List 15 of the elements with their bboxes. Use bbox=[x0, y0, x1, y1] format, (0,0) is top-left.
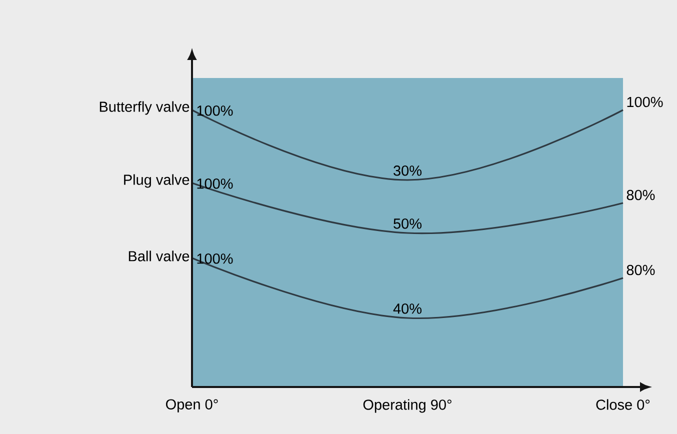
data-label: 50% bbox=[394, 218, 422, 229]
category-label: Close 0° bbox=[596, 399, 650, 410]
data-label: 80% bbox=[626, 264, 655, 276]
data-label: 100% bbox=[627, 96, 663, 108]
text: Ball valve bbox=[128, 250, 190, 262]
category-label: Open 0° bbox=[166, 399, 218, 412]
data-label: 100% bbox=[197, 254, 233, 264]
data-label: 80% bbox=[626, 190, 655, 200]
category-label: Operating 90° bbox=[363, 399, 452, 413]
series-label: Butterfly valve bbox=[100, 101, 190, 115]
data-label: 100% bbox=[197, 178, 233, 189]
data-label: 100% bbox=[197, 106, 233, 116]
text: Plug valve bbox=[124, 174, 190, 188]
data-label: 40% bbox=[393, 304, 422, 314]
data-label: 30% bbox=[394, 166, 422, 176]
